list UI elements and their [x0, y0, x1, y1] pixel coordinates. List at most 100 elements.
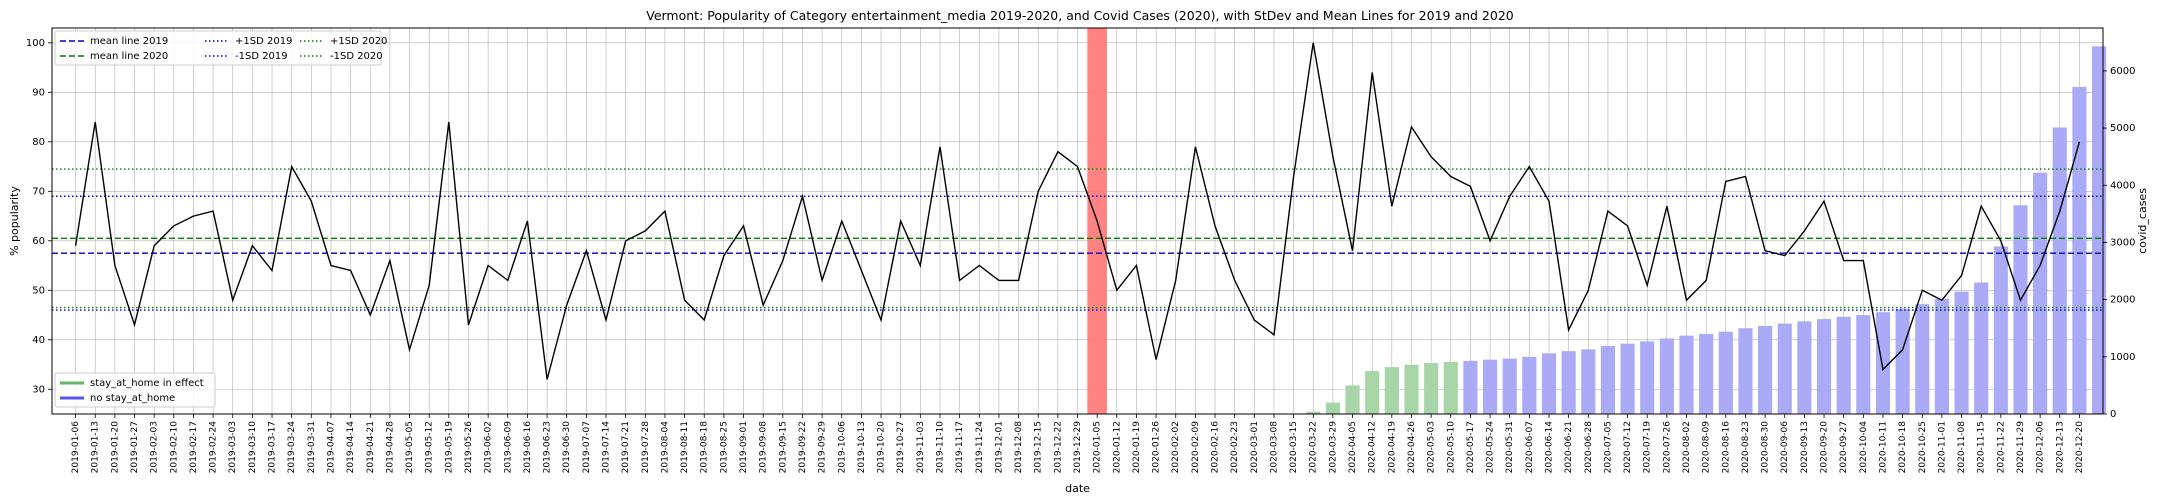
x-tick-label: 2019-11-17: [955, 421, 965, 473]
x-tick-label: 2019-03-24: [287, 421, 297, 474]
y2-tick-label: 0: [2110, 409, 2116, 420]
x-tick-label: 2020-11-15: [1977, 421, 1987, 473]
grid: [52, 28, 2103, 414]
x-tick-label: 2019-06-16: [523, 421, 533, 474]
y-tick-label: 100: [26, 38, 45, 49]
x-tick-label: 2019-01-27: [130, 421, 140, 473]
x-tick-label: 2020-05-24: [1486, 421, 1496, 474]
covid-bar: [1424, 363, 1439, 414]
x-tick-label: 2020-06-07: [1525, 421, 1535, 473]
x-tick-label: 2020-08-16: [1721, 421, 1731, 474]
x-tick-label: 2020-04-05: [1348, 421, 1358, 473]
x-tick-label: 2019-10-06: [837, 421, 847, 474]
x-tick-label: 2019-06-09: [503, 421, 513, 474]
x-tick-label: 2020-12-20: [2075, 421, 2085, 474]
x-tick-label: 2019-08-04: [660, 421, 670, 474]
covid-bar: [1541, 353, 1557, 414]
popularity-series-line: [74, 42, 2081, 380]
x-tick-label: 2019-06-23: [543, 421, 553, 473]
covid-bar: [1954, 291, 1969, 414]
covid-bar: [2052, 127, 2067, 414]
x-tick-label: 2019-06-30: [562, 421, 572, 474]
x-tick-label: 2020-08-02: [1682, 421, 1692, 473]
x-tick-label: 2020-03-29: [1328, 421, 1338, 474]
y-tick-label: 70: [32, 186, 45, 197]
legend-label: stay_at_home in effect: [90, 378, 204, 389]
x-tick-label: 2020-08-23: [1741, 421, 1751, 473]
x-tick-label: 2020-06-21: [1564, 421, 1574, 473]
x-tick-label: 2019-12-08: [1014, 421, 1024, 474]
covid-bar: [1306, 411, 1321, 414]
x-tick-label: 2020-04-19: [1387, 421, 1397, 474]
covid-bar: [1758, 325, 1773, 414]
x-tick-label: 2020-05-31: [1505, 421, 1515, 473]
x-tick-label: 2020-02-09: [1191, 421, 1201, 474]
x-tick-label: 2019-02-24: [209, 421, 219, 474]
x-tick-label: 2020-02-02: [1171, 421, 1181, 473]
covid-bar: [1738, 328, 1753, 414]
x-tick-label: 2020-09-27: [1839, 421, 1849, 473]
x-tick-label: 2019-04-28: [385, 421, 395, 474]
y2-axis-label: covid_cases: [2136, 188, 2149, 254]
covid-bar: [1797, 321, 1812, 414]
axes: 2019-01-06 2019-01-13 2019-01-20 2019-01-27…: [26, 38, 2136, 473]
x-tick-label: 2020-12-06: [2036, 421, 2046, 474]
covid-bar: [1777, 323, 1792, 414]
covid-bar: [1522, 356, 1537, 414]
x-tick-label: 2019-08-11: [680, 421, 690, 473]
x-tick-label: 2019-08-25: [719, 421, 729, 473]
covid-bar: [1325, 402, 1340, 414]
x-tick-label: 2019-09-15: [778, 421, 788, 473]
x-tick-label: 2019-02-03: [150, 421, 160, 473]
x-tick-label: 2020-10-18: [1898, 421, 1908, 474]
x-tick-label: 2019-03-03: [228, 421, 238, 473]
covid-bar: [1915, 304, 1930, 414]
x-tick-label: 2020-03-15: [1289, 421, 1299, 473]
legend-label: no stay_at_home: [90, 393, 175, 404]
bars-legend-box: [54, 372, 216, 408]
covid-bar: [1659, 338, 1674, 414]
covid-bar: [2091, 46, 2107, 415]
x-tick-label: 2019-11-24: [975, 421, 985, 474]
x-tick-label: 2020-01-12: [1112, 421, 1122, 473]
x-tick-label: 2020-10-25: [1918, 421, 1928, 473]
y2-tick-label: 2000: [2110, 295, 2135, 306]
covid-bar: [1581, 349, 1596, 414]
covid-bar: [1640, 341, 1655, 414]
y-tick-label: 60: [32, 236, 45, 247]
x-tick-label: 2020-10-04: [1859, 421, 1869, 474]
x-tick-label: 2019-12-15: [1034, 421, 1044, 473]
covid-bar: [1974, 282, 1989, 414]
covid-bar: [1404, 364, 1419, 414]
x-tick-label: 2019-12-01: [994, 421, 1004, 473]
covid-bar: [2072, 86, 2087, 414]
x-tick-label: 2020-09-20: [1820, 421, 1830, 474]
legend-label: -1SD 2019: [235, 51, 288, 62]
x-tick-label: 2020-05-03: [1427, 421, 1437, 473]
x-tick-label: 2019-08-18: [700, 421, 710, 474]
y-tick-label: 30: [32, 384, 45, 395]
x-tick-label: 2019-09-29: [818, 421, 828, 474]
x-tick-label: 2020-05-10: [1446, 421, 1456, 474]
x-tick-label: 2019-11-10: [935, 421, 945, 474]
x-tick-label: 2020-11-29: [2016, 421, 2026, 474]
covid-bar: [1699, 333, 1714, 414]
covid-bar: [1836, 316, 1851, 414]
x-tick-label: 2019-12-29: [1073, 421, 1083, 474]
x-tick-label: 2020-09-06: [1780, 421, 1790, 474]
x-tick-label: 2019-01-06: [71, 421, 81, 474]
chart-title: Vermont: Popularity of Category entertai…: [646, 8, 1514, 23]
x-tick-label: 2019-09-01: [739, 421, 749, 473]
x-axis-label: date: [1065, 482, 1090, 495]
x-tick-label: 2020-04-26: [1407, 421, 1417, 474]
x-tick-label: 2020-12-13: [2055, 421, 2065, 473]
x-tick-label: 2020-03-08: [1269, 421, 1279, 474]
x-tick-label: 2019-01-13: [91, 421, 101, 473]
x-tick-label: 2020-02-23: [1230, 421, 1240, 473]
x-tick-label: 2020-06-28: [1584, 421, 1594, 474]
y2-tick-label: 4000: [2110, 180, 2135, 191]
x-tick-label: 2019-10-20: [877, 421, 887, 474]
covid-bar: [1895, 308, 1910, 414]
x-tick-label: 2020-05-17: [1466, 421, 1476, 473]
x-tick-label: 2020-01-19: [1132, 421, 1142, 474]
